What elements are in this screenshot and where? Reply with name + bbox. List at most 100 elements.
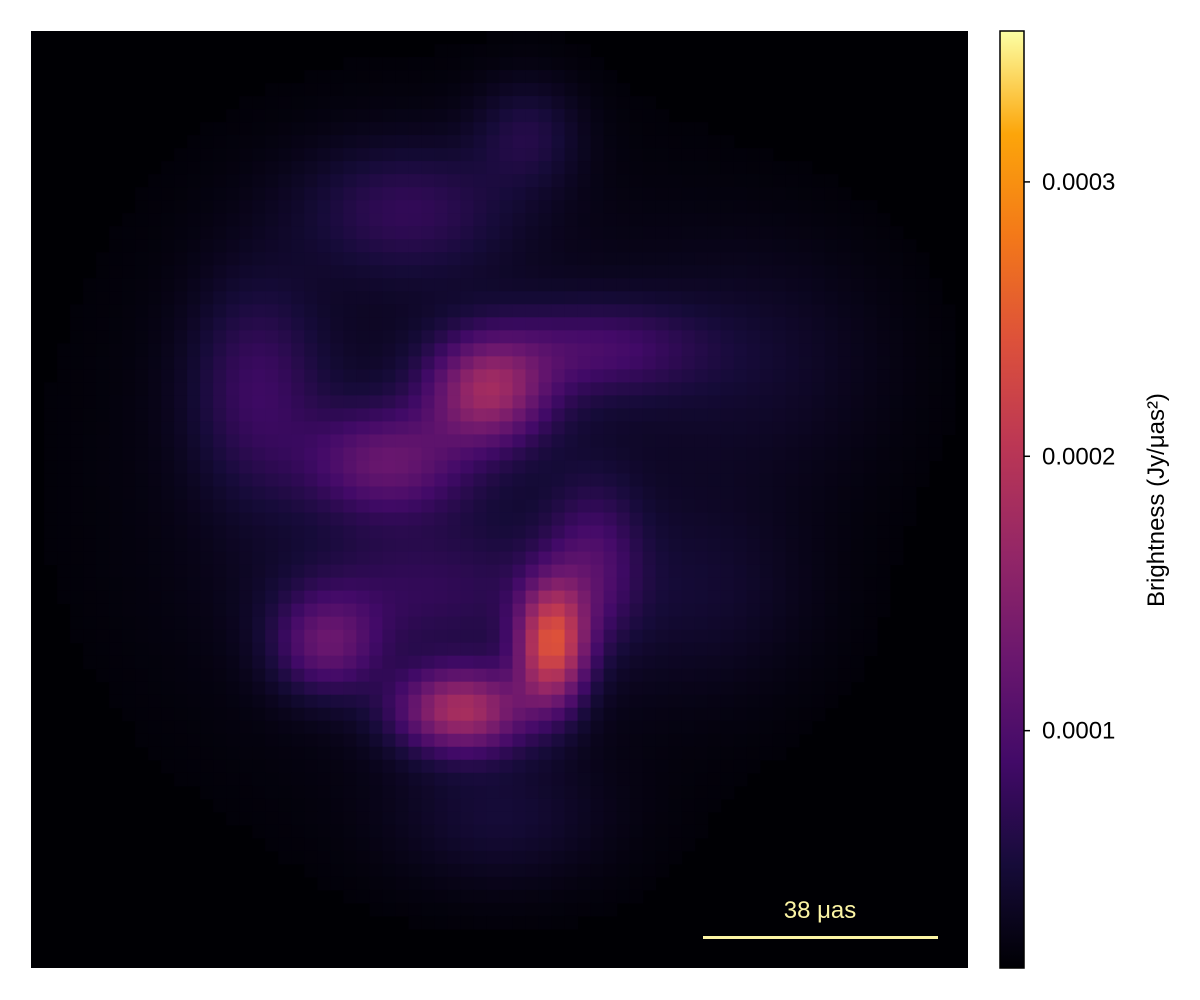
heatmap-cell	[785, 616, 800, 631]
heatmap-cell	[473, 434, 488, 449]
heatmap-cell	[512, 187, 527, 201]
heatmap-cell	[811, 252, 826, 266]
heatmap-cell	[655, 278, 670, 292]
heatmap-cell	[863, 278, 878, 292]
heatmap-cell	[785, 343, 800, 357]
heatmap-cell	[148, 343, 162, 357]
heatmap-cell	[525, 668, 540, 683]
heatmap-cell	[655, 408, 670, 423]
heatmap-cell	[434, 811, 449, 826]
heatmap-cell	[96, 486, 110, 501]
heatmap-cell	[187, 421, 201, 436]
heatmap-cell	[408, 512, 423, 527]
heatmap-cell	[330, 187, 344, 201]
heatmap-cell	[278, 486, 292, 501]
heatmap-cell	[512, 655, 527, 670]
heatmap-cell	[148, 694, 162, 709]
colorbar-tick-label: 0.0001	[1042, 718, 1115, 745]
heatmap-cell	[70, 603, 84, 618]
heatmap-cell	[460, 109, 475, 123]
heatmap-cell	[70, 538, 84, 553]
heatmap-cell	[473, 83, 488, 97]
heatmap-cell	[148, 239, 162, 253]
heatmap-cell	[837, 655, 852, 670]
heatmap-cell	[200, 668, 214, 683]
heatmap-cell	[525, 850, 540, 865]
heatmap-cell	[473, 356, 488, 370]
heatmap-cell	[447, 135, 462, 149]
heatmap-cell	[135, 681, 149, 696]
heatmap-cell	[577, 148, 592, 162]
heatmap-cell	[928, 304, 943, 318]
heatmap-cell	[837, 538, 852, 553]
heatmap-cell	[200, 551, 214, 566]
heatmap-cell	[538, 798, 553, 813]
heatmap-cell	[798, 512, 813, 527]
heatmap-cell	[109, 538, 123, 553]
heatmap-cell	[57, 473, 71, 488]
heatmap-cell	[317, 811, 331, 826]
heatmap-cell	[837, 395, 852, 409]
heatmap-cell	[850, 499, 865, 514]
heatmap-cell	[616, 395, 631, 409]
heatmap-cell	[499, 824, 514, 839]
heatmap-cell	[707, 629, 722, 644]
heatmap-cell	[551, 681, 566, 696]
heatmap-cell	[694, 603, 709, 618]
heatmap-cell	[96, 512, 110, 527]
heatmap-cell	[824, 473, 839, 488]
heatmap-cell	[486, 356, 501, 370]
heatmap-cell	[408, 356, 423, 370]
heatmap-cell	[837, 486, 852, 501]
heatmap-cell	[707, 577, 722, 592]
heatmap-cell	[408, 304, 423, 318]
heatmap-cell	[161, 239, 175, 253]
heatmap-cell	[395, 616, 409, 631]
heatmap-cell	[629, 213, 644, 227]
heatmap-cell	[213, 590, 227, 605]
heatmap-cell	[538, 278, 553, 292]
heatmap-cell	[265, 252, 279, 266]
heatmap-cell	[278, 525, 292, 540]
heatmap-cell	[616, 525, 631, 540]
heatmap-cell	[720, 213, 735, 227]
heatmap-cell	[174, 356, 188, 370]
heatmap-cell	[889, 525, 904, 540]
heatmap-cell	[551, 70, 566, 84]
heatmap-cell	[837, 681, 852, 696]
heatmap-cell	[265, 525, 279, 540]
heatmap-cell	[239, 395, 253, 409]
heatmap-cell	[304, 304, 318, 318]
heatmap-cell	[785, 278, 800, 292]
heatmap-cell	[343, 226, 357, 240]
heatmap-cell	[434, 174, 449, 188]
heatmap-cell	[174, 187, 188, 201]
heatmap-cell	[512, 707, 527, 722]
heatmap-cell	[681, 772, 696, 787]
heatmap-cell	[759, 733, 774, 748]
heatmap-cell	[577, 655, 592, 670]
heatmap-cell	[473, 603, 488, 618]
heatmap-cell	[850, 603, 865, 618]
heatmap-cell	[200, 226, 214, 240]
heatmap-cell	[564, 681, 579, 696]
heatmap-cell	[395, 369, 409, 383]
heatmap-cell	[473, 317, 488, 331]
heatmap-cell	[122, 265, 136, 279]
heatmap-cell	[460, 226, 475, 240]
heatmap-cell	[837, 226, 852, 240]
heatmap-cell	[720, 460, 735, 475]
heatmap-cell	[369, 226, 383, 240]
heatmap-cell	[187, 668, 201, 683]
heatmap-cell	[395, 278, 409, 292]
heatmap-cell	[746, 356, 761, 370]
heatmap-cell	[629, 720, 644, 735]
heatmap-cell	[629, 551, 644, 566]
heatmap-cell	[356, 174, 370, 188]
heatmap-cell	[564, 213, 579, 227]
heatmap-cell	[928, 330, 943, 344]
heatmap-cell	[538, 746, 553, 761]
heatmap-cell	[213, 382, 227, 396]
heatmap-cell	[408, 109, 423, 123]
heatmap-cell	[356, 590, 370, 605]
